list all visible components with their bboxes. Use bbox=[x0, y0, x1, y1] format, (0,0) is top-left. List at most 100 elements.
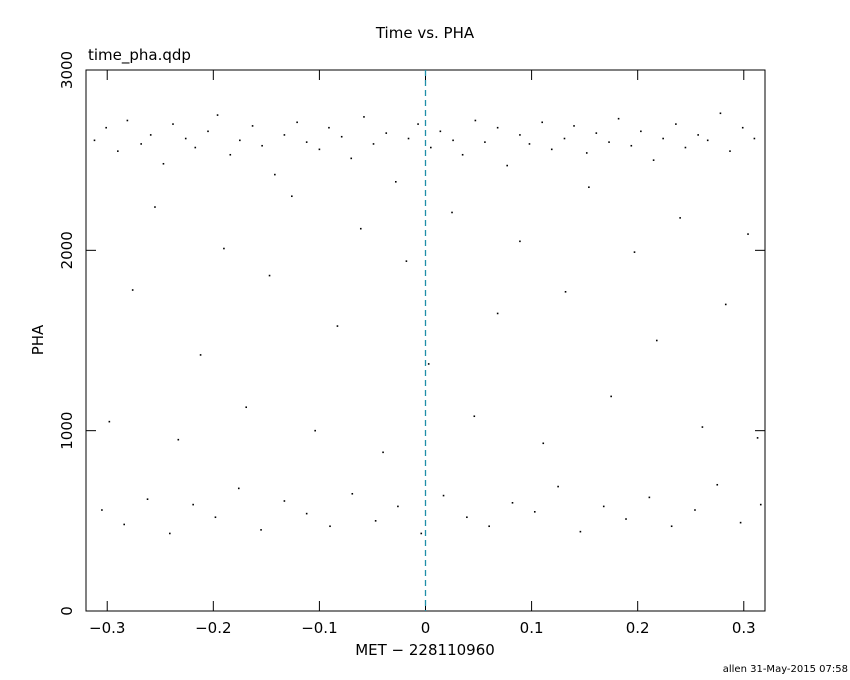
point bbox=[466, 516, 468, 519]
point bbox=[207, 130, 209, 133]
point bbox=[237, 487, 240, 490]
x-tick-label: −0.3 bbox=[89, 619, 125, 637]
point bbox=[296, 121, 298, 124]
point bbox=[172, 123, 174, 125]
point bbox=[162, 162, 165, 165]
point bbox=[747, 233, 749, 235]
point bbox=[729, 150, 731, 152]
point bbox=[694, 509, 696, 511]
point bbox=[640, 130, 642, 133]
point bbox=[239, 139, 241, 142]
point bbox=[140, 143, 142, 145]
point bbox=[756, 437, 759, 439]
y-tick-label: 2000 bbox=[58, 231, 76, 269]
point bbox=[759, 503, 762, 506]
point bbox=[602, 505, 605, 508]
point bbox=[359, 227, 362, 230]
point bbox=[496, 312, 499, 315]
point bbox=[351, 492, 354, 495]
point bbox=[617, 117, 620, 120]
point bbox=[625, 518, 627, 520]
point bbox=[251, 125, 254, 127]
x-tick-label: 0 bbox=[421, 619, 431, 637]
point bbox=[131, 289, 134, 291]
point bbox=[608, 141, 610, 143]
point bbox=[177, 438, 180, 441]
point bbox=[533, 511, 536, 513]
point bbox=[261, 144, 263, 147]
point bbox=[336, 325, 339, 327]
point bbox=[557, 485, 559, 488]
point bbox=[739, 521, 742, 524]
point bbox=[528, 143, 531, 145]
point bbox=[229, 153, 232, 156]
point bbox=[488, 525, 490, 528]
point bbox=[394, 181, 397, 183]
point bbox=[701, 426, 704, 428]
point bbox=[662, 137, 664, 140]
point bbox=[328, 126, 330, 129]
point bbox=[679, 217, 681, 219]
point bbox=[146, 498, 149, 500]
point bbox=[716, 483, 719, 486]
point bbox=[374, 520, 377, 522]
x-tick-label: 0.2 bbox=[626, 619, 650, 637]
footer: allen 31-May-2015 07:58 bbox=[723, 664, 848, 675]
point bbox=[474, 119, 477, 122]
point bbox=[397, 505, 399, 508]
x-tick-label: 0.3 bbox=[732, 619, 756, 637]
point bbox=[184, 137, 187, 140]
point bbox=[741, 126, 744, 129]
point bbox=[283, 500, 286, 502]
point bbox=[430, 146, 432, 149]
point bbox=[420, 532, 423, 535]
point bbox=[506, 164, 508, 167]
point bbox=[199, 354, 202, 356]
point bbox=[652, 159, 655, 161]
chart-title: Time vs. PHA bbox=[375, 24, 475, 42]
point bbox=[684, 146, 687, 149]
point bbox=[519, 134, 521, 136]
point bbox=[382, 451, 384, 454]
point bbox=[461, 153, 464, 156]
point bbox=[439, 130, 442, 133]
point bbox=[427, 363, 430, 365]
point bbox=[329, 525, 331, 528]
point bbox=[385, 132, 388, 134]
point bbox=[473, 415, 476, 418]
point bbox=[753, 137, 756, 140]
point bbox=[274, 173, 276, 176]
point bbox=[108, 420, 111, 423]
point bbox=[579, 530, 582, 533]
point bbox=[318, 148, 321, 151]
point bbox=[149, 134, 152, 136]
point bbox=[697, 134, 699, 136]
point bbox=[588, 186, 590, 189]
point bbox=[214, 516, 217, 519]
x-tick-label: −0.2 bbox=[195, 619, 231, 637]
point bbox=[595, 132, 598, 134]
point bbox=[648, 496, 651, 499]
point bbox=[101, 509, 103, 511]
y-tick-label: 0 bbox=[58, 606, 76, 616]
point bbox=[192, 503, 194, 506]
point bbox=[564, 291, 567, 293]
point bbox=[340, 135, 343, 138]
point bbox=[550, 148, 553, 151]
x-axis-label: MET − 228110960 bbox=[355, 641, 495, 659]
point bbox=[452, 139, 454, 142]
point bbox=[496, 126, 499, 129]
point bbox=[305, 512, 308, 515]
point bbox=[305, 141, 308, 143]
point bbox=[573, 125, 575, 127]
point bbox=[93, 139, 96, 142]
point bbox=[126, 119, 129, 122]
point bbox=[350, 157, 353, 160]
x-tick-label: 0.1 bbox=[520, 619, 544, 637]
point bbox=[216, 114, 219, 116]
point bbox=[405, 260, 408, 262]
point bbox=[105, 126, 107, 129]
point bbox=[194, 146, 197, 149]
point bbox=[610, 395, 612, 398]
chart-subtitle: time_pha.qdp bbox=[88, 46, 191, 65]
